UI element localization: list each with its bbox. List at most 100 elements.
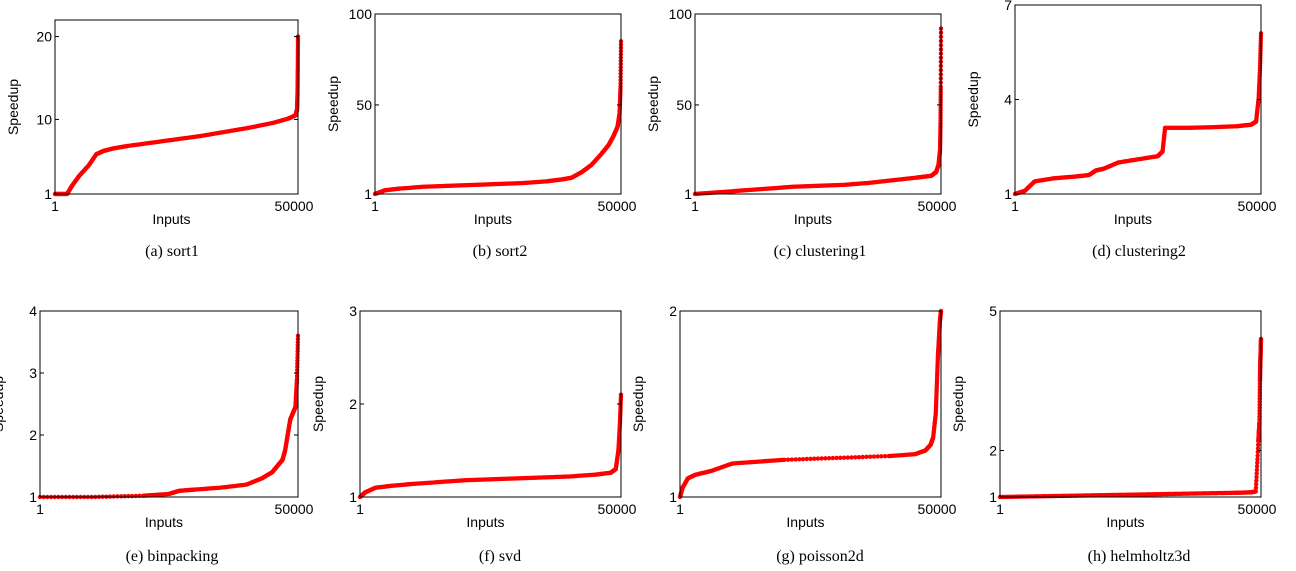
x-axis-label: Inputs (786, 514, 824, 530)
y-axis-label: Speedup (950, 376, 966, 432)
data-point (879, 454, 884, 459)
panel-caption: (d) clustering2 (1092, 243, 1186, 260)
y-tick-label: 100 (349, 6, 373, 22)
data-point (1253, 489, 1258, 494)
x-tick-label: 1 (691, 198, 699, 214)
chart-panel: 1 2 5 1 50000 Inputs Speedup (h) helmholtz3d (950, 303, 1277, 565)
panel-caption: (h) helmholtz3d (1088, 548, 1191, 565)
y-axis-label: Speedup (0, 376, 6, 432)
y-tick-label: 4 (29, 303, 37, 319)
data-point (785, 457, 791, 462)
x-axis-label: Inputs (152, 211, 190, 227)
data-point (882, 454, 888, 459)
y-tick-label: 50 (356, 97, 372, 113)
panel-caption: (c) clustering1 (774, 243, 867, 260)
data-point (826, 456, 832, 461)
data-point (295, 358, 300, 363)
data-series (52, 34, 301, 197)
x-axis-label: Inputs (474, 211, 512, 227)
data-series (37, 333, 301, 500)
data-point (800, 456, 806, 462)
data-point (819, 456, 824, 461)
chart-panel: 1 50 100 1 50000 Inputs Speedup (c) clustering1 (645, 6, 957, 260)
y-tick-label: 1 (989, 489, 997, 505)
chart-panel: 1 2 1 50000 Inputs Speedup (g) poisson2d (630, 303, 957, 565)
x-tick-label: 1 (51, 198, 59, 214)
y-tick-label: 100 (669, 6, 693, 22)
plot-frame (999, 310, 1262, 498)
y-tick-label: 5 (989, 303, 997, 319)
x-tick-label: 1 (36, 501, 44, 517)
data-point (864, 454, 869, 460)
plot-frame (374, 13, 622, 195)
y-tick-label: 1 (1004, 186, 1012, 202)
data-point (1254, 464, 1260, 469)
x-axis-label: Inputs (1114, 211, 1152, 227)
y-tick-label: 50 (676, 97, 692, 113)
panel-caption: (b) sort2 (473, 243, 528, 260)
data-series (357, 392, 624, 500)
x-tick-label: 50000 (275, 198, 314, 214)
y-tick-label: 1 (29, 489, 37, 505)
y-tick-label: 1 (684, 186, 692, 202)
x-axis-label: Inputs (466, 514, 504, 530)
data-point (815, 456, 821, 461)
data-point (1255, 453, 1260, 458)
y-axis-label: Speedup (5, 79, 21, 135)
data-point (1255, 456, 1260, 462)
data-series (692, 26, 944, 197)
panel-caption: (f) svd (479, 548, 521, 565)
data-point (793, 457, 798, 462)
x-tick-label: 50000 (1238, 501, 1277, 517)
data-point (808, 456, 813, 462)
data-point (860, 454, 865, 460)
data-series (677, 308, 944, 500)
x-tick-label: 50000 (918, 198, 957, 214)
y-tick-label: 4 (1004, 92, 1012, 108)
y-tick-label: 2 (349, 396, 357, 412)
data-point (804, 456, 809, 462)
y-tick-label: 1 (44, 186, 52, 202)
x-tick-label: 1 (996, 501, 1004, 517)
x-tick-label: 50000 (918, 501, 957, 517)
data-point (812, 456, 817, 461)
y-tick-label: 2 (989, 443, 997, 459)
data-point (111, 494, 116, 499)
x-tick-label: 1 (1011, 198, 1019, 214)
x-tick-label: 50000 (598, 198, 637, 214)
x-axis-label: Inputs (794, 211, 832, 227)
chart-panel: 1 10 20 1 50000 Inputs Speedup (a) sort1 (5, 19, 314, 260)
y-tick-label: 1 (669, 489, 677, 505)
x-tick-label: 50000 (598, 501, 637, 517)
data-series (372, 39, 624, 197)
y-tick-label: 3 (349, 303, 357, 319)
data-point (856, 454, 862, 460)
data-point (853, 455, 858, 460)
y-tick-label: 1 (364, 186, 372, 202)
x-tick-label: 50000 (275, 501, 314, 517)
chart-panel: 1 2 3 4 1 50000 Inputs Speedup (e) binpacking (0, 303, 314, 565)
data-point (834, 455, 839, 461)
data-point (1254, 478, 1259, 483)
plot-frame (359, 310, 622, 498)
data-point (838, 455, 843, 461)
x-axis-label: Inputs (1106, 514, 1144, 530)
y-tick-label: 2 (29, 427, 37, 443)
data-point (789, 457, 795, 462)
x-tick-label: 1 (356, 501, 364, 517)
y-axis-label: Speedup (325, 76, 341, 132)
data-point (823, 456, 828, 461)
panel-caption: (g) poisson2d (776, 548, 864, 565)
data-point (845, 455, 850, 460)
data-point (871, 454, 877, 459)
y-axis-label: Speedup (310, 376, 326, 432)
y-tick-label: 2 (669, 303, 677, 319)
plot-frame (694, 13, 942, 195)
panel-caption: (a) sort1 (145, 243, 199, 260)
plot-frame (1014, 4, 1262, 195)
chart-panel: 1 4 7 1 50000 Inputs Speedup (d) clustering2 (965, 0, 1277, 260)
y-tick-label: 3 (29, 365, 37, 381)
x-tick-label: 50000 (1238, 198, 1277, 214)
data-point (1254, 474, 1259, 480)
